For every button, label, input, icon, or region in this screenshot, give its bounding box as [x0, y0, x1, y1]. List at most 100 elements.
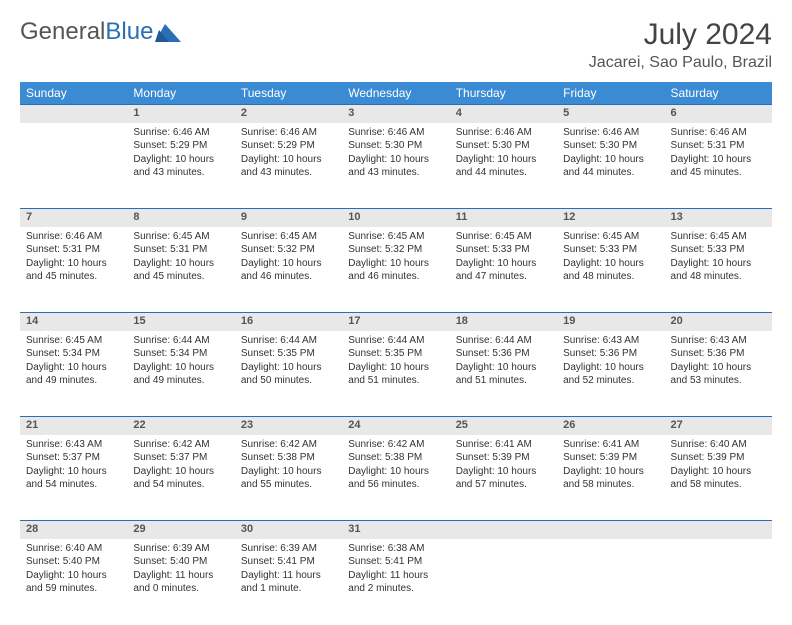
sunset-line: Sunset: 5:40 PM	[133, 555, 228, 569]
daylight-line: Daylight: 10 hours and 49 minutes.	[26, 361, 121, 388]
day-number-cell: 13	[665, 209, 772, 227]
day-number-cell: 6	[665, 105, 772, 123]
sunrise-line: Sunrise: 6:45 AM	[241, 230, 336, 244]
sunrise-line: Sunrise: 6:46 AM	[456, 126, 551, 140]
sunset-line: Sunset: 5:31 PM	[26, 243, 121, 257]
daylight-line: Daylight: 10 hours and 51 minutes.	[456, 361, 551, 388]
sunset-line: Sunset: 5:35 PM	[348, 347, 443, 361]
day-number-cell: 2	[235, 105, 342, 123]
day-cell: Sunrise: 6:46 AMSunset: 5:29 PMDaylight:…	[235, 123, 342, 209]
daylight-line: Daylight: 11 hours and 1 minute.	[241, 569, 336, 596]
sunrise-line: Sunrise: 6:44 AM	[241, 334, 336, 348]
sunrise-line: Sunrise: 6:45 AM	[563, 230, 658, 244]
day-cell: Sunrise: 6:42 AMSunset: 5:37 PMDaylight:…	[127, 435, 234, 521]
daylight-line: Daylight: 10 hours and 59 minutes.	[26, 569, 121, 596]
day-number-cell: 14	[20, 313, 127, 331]
weekday-header: Thursday	[450, 82, 557, 105]
day-number-cell: 24	[342, 417, 449, 435]
daylight-line: Daylight: 10 hours and 56 minutes.	[348, 465, 443, 492]
day-body-row: Sunrise: 6:46 AMSunset: 5:31 PMDaylight:…	[20, 227, 772, 313]
day-number-cell	[665, 521, 772, 539]
daylight-line: Daylight: 10 hours and 47 minutes.	[456, 257, 551, 284]
day-cell: Sunrise: 6:41 AMSunset: 5:39 PMDaylight:…	[557, 435, 664, 521]
day-cell: Sunrise: 6:44 AMSunset: 5:35 PMDaylight:…	[235, 331, 342, 417]
sunset-line: Sunset: 5:34 PM	[133, 347, 228, 361]
sunrise-line: Sunrise: 6:38 AM	[348, 542, 443, 556]
day-cell: Sunrise: 6:44 AMSunset: 5:34 PMDaylight:…	[127, 331, 234, 417]
daylight-line: Daylight: 11 hours and 2 minutes.	[348, 569, 443, 596]
sunrise-line: Sunrise: 6:45 AM	[133, 230, 228, 244]
daylight-line: Daylight: 10 hours and 49 minutes.	[133, 361, 228, 388]
title-block: July 2024 Jacarei, Sao Paulo, Brazil	[589, 18, 772, 72]
sunset-line: Sunset: 5:33 PM	[456, 243, 551, 257]
day-cell: Sunrise: 6:43 AMSunset: 5:36 PMDaylight:…	[665, 331, 772, 417]
daylight-line: Daylight: 10 hours and 55 minutes.	[241, 465, 336, 492]
day-cell: Sunrise: 6:45 AMSunset: 5:33 PMDaylight:…	[450, 227, 557, 313]
sunrise-line: Sunrise: 6:43 AM	[26, 438, 121, 452]
daylight-line: Daylight: 10 hours and 57 minutes.	[456, 465, 551, 492]
day-cell: Sunrise: 6:46 AMSunset: 5:31 PMDaylight:…	[20, 227, 127, 313]
sunrise-line: Sunrise: 6:44 AM	[456, 334, 551, 348]
daylight-line: Daylight: 10 hours and 45 minutes.	[26, 257, 121, 284]
logo-text-2: Blue	[105, 18, 153, 46]
sunrise-line: Sunrise: 6:43 AM	[563, 334, 658, 348]
day-number-cell: 4	[450, 105, 557, 123]
day-number-row: 21222324252627	[20, 417, 772, 435]
day-number-cell: 18	[450, 313, 557, 331]
weekday-header: Tuesday	[235, 82, 342, 105]
day-number-cell: 26	[557, 417, 664, 435]
daylight-line: Daylight: 10 hours and 44 minutes.	[456, 153, 551, 180]
day-number-row: 123456	[20, 105, 772, 123]
daylight-line: Daylight: 10 hours and 58 minutes.	[671, 465, 766, 492]
sunrise-line: Sunrise: 6:44 AM	[348, 334, 443, 348]
sunrise-line: Sunrise: 6:39 AM	[241, 542, 336, 556]
sunset-line: Sunset: 5:39 PM	[671, 451, 766, 465]
sunrise-line: Sunrise: 6:44 AM	[133, 334, 228, 348]
day-body-row: Sunrise: 6:46 AMSunset: 5:29 PMDaylight:…	[20, 123, 772, 209]
sunrise-line: Sunrise: 6:40 AM	[26, 542, 121, 556]
day-number-cell: 5	[557, 105, 664, 123]
day-number-cell: 20	[665, 313, 772, 331]
daylight-line: Daylight: 10 hours and 46 minutes.	[348, 257, 443, 284]
day-number-cell: 22	[127, 417, 234, 435]
calendar-table: SundayMondayTuesdayWednesdayThursdayFrid…	[20, 82, 772, 625]
sunrise-line: Sunrise: 6:46 AM	[241, 126, 336, 140]
sunset-line: Sunset: 5:33 PM	[563, 243, 658, 257]
sunset-line: Sunset: 5:41 PM	[348, 555, 443, 569]
sunrise-line: Sunrise: 6:43 AM	[671, 334, 766, 348]
day-cell: Sunrise: 6:46 AMSunset: 5:29 PMDaylight:…	[127, 123, 234, 209]
daylight-line: Daylight: 10 hours and 51 minutes.	[348, 361, 443, 388]
day-number-cell: 9	[235, 209, 342, 227]
weekday-header: Saturday	[665, 82, 772, 105]
day-number-cell: 27	[665, 417, 772, 435]
month-title: July 2024	[589, 18, 772, 52]
daylight-line: Daylight: 10 hours and 43 minutes.	[133, 153, 228, 180]
daylight-line: Daylight: 10 hours and 48 minutes.	[563, 257, 658, 284]
day-cell: Sunrise: 6:44 AMSunset: 5:35 PMDaylight:…	[342, 331, 449, 417]
day-cell: Sunrise: 6:44 AMSunset: 5:36 PMDaylight:…	[450, 331, 557, 417]
sunrise-line: Sunrise: 6:45 AM	[456, 230, 551, 244]
daylight-line: Daylight: 10 hours and 45 minutes.	[671, 153, 766, 180]
daylight-line: Daylight: 10 hours and 53 minutes.	[671, 361, 766, 388]
sunset-line: Sunset: 5:37 PM	[133, 451, 228, 465]
day-cell: Sunrise: 6:46 AMSunset: 5:30 PMDaylight:…	[450, 123, 557, 209]
day-number-cell	[20, 105, 127, 123]
weekday-header: Sunday	[20, 82, 127, 105]
day-number-row: 14151617181920	[20, 313, 772, 331]
sunset-line: Sunset: 5:40 PM	[26, 555, 121, 569]
day-number-cell	[450, 521, 557, 539]
day-number-cell: 28	[20, 521, 127, 539]
day-number-cell: 25	[450, 417, 557, 435]
day-number-cell	[557, 521, 664, 539]
sunset-line: Sunset: 5:36 PM	[671, 347, 766, 361]
daylight-line: Daylight: 10 hours and 43 minutes.	[348, 153, 443, 180]
sunrise-line: Sunrise: 6:46 AM	[348, 126, 443, 140]
sunset-line: Sunset: 5:30 PM	[456, 139, 551, 153]
day-cell	[20, 123, 127, 209]
daylight-line: Daylight: 10 hours and 50 minutes.	[241, 361, 336, 388]
sunset-line: Sunset: 5:32 PM	[241, 243, 336, 257]
sunset-line: Sunset: 5:39 PM	[456, 451, 551, 465]
sunset-line: Sunset: 5:39 PM	[563, 451, 658, 465]
sunrise-line: Sunrise: 6:39 AM	[133, 542, 228, 556]
sunset-line: Sunset: 5:34 PM	[26, 347, 121, 361]
